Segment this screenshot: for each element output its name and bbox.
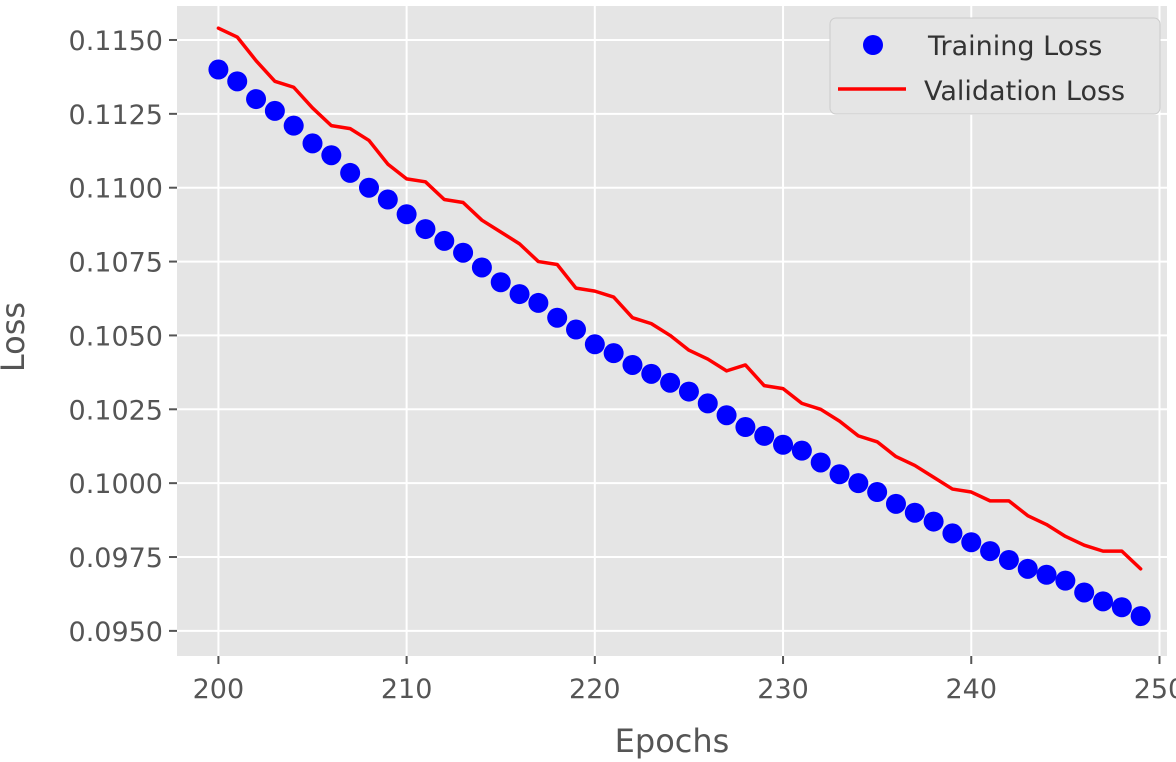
training-loss-point <box>528 292 549 313</box>
training-loss-point <box>697 393 718 414</box>
training-loss-point <box>942 523 963 544</box>
y-tick-label: 0.1125 <box>69 100 163 131</box>
y-tick-label: 0.1050 <box>69 321 163 352</box>
training-loss-point <box>1036 564 1057 585</box>
training-loss-point <box>998 549 1019 570</box>
training-loss-point <box>227 71 248 92</box>
y-tick-label: 0.0950 <box>69 617 163 648</box>
y-tick-label: 0.0975 <box>69 543 163 574</box>
training-loss-point <box>773 434 794 455</box>
legend-training-marker <box>863 35 883 55</box>
training-loss-point <box>566 319 587 340</box>
legend-validation-label: Validation Loss <box>924 76 1125 107</box>
training-loss-point <box>1055 570 1076 591</box>
training-loss-point <box>264 100 285 121</box>
training-loss-point <box>848 473 869 494</box>
training-loss-point <box>603 343 624 364</box>
training-loss-point <box>1111 597 1132 618</box>
x-tick-label: 220 <box>569 674 621 705</box>
training-loss-point <box>678 381 699 402</box>
training-loss-point <box>340 162 361 183</box>
training-loss-point <box>923 511 944 532</box>
x-tick-label: 250 <box>1134 674 1176 705</box>
training-loss-point <box>810 452 831 473</box>
legend-training-label: Training Loss <box>927 31 1102 62</box>
legend-box <box>829 17 1161 115</box>
training-loss-point <box>885 493 906 514</box>
training-loss-point <box>622 354 643 375</box>
training-loss-point <box>754 425 775 446</box>
training-loss-point <box>584 334 605 355</box>
training-loss-point <box>735 417 756 438</box>
y-axis-label: Loss <box>0 302 32 372</box>
training-loss-point <box>641 363 662 384</box>
training-loss-point <box>660 372 681 393</box>
training-loss-point <box>321 145 342 166</box>
training-loss-point <box>904 502 925 523</box>
training-loss-point <box>1130 606 1151 627</box>
training-loss-point <box>1017 558 1038 579</box>
training-loss-point <box>377 189 398 210</box>
training-loss-point <box>961 532 982 553</box>
x-axis-label: Epochs <box>615 722 730 760</box>
training-loss-point <box>1093 591 1114 612</box>
training-loss-point <box>547 307 568 328</box>
x-tick-label: 200 <box>193 674 245 705</box>
training-loss-point <box>829 464 850 485</box>
training-loss-point <box>980 541 1001 562</box>
training-loss-point <box>434 230 455 251</box>
y-tick-label: 0.1150 <box>69 26 163 57</box>
grid-lines <box>177 6 1167 656</box>
validation-loss-line <box>216 26 1143 571</box>
training-loss-point <box>208 59 229 80</box>
training-loss-point <box>791 440 812 461</box>
x-tick-label: 240 <box>945 674 997 705</box>
training-loss-point <box>716 405 737 426</box>
y-tick-label: 0.1075 <box>69 248 163 279</box>
training-loss-point <box>509 284 530 305</box>
y-tick-label: 0.1100 <box>69 174 163 205</box>
training-loss-point <box>867 482 888 503</box>
x-tick-label: 230 <box>757 674 809 705</box>
training-loss-point <box>490 272 511 293</box>
y-axis-ticks: 0.0950 0.0975 0.1000 0.1025 0.1050 0.1075 0.11… <box>69 26 177 648</box>
training-loss-point <box>358 177 379 198</box>
training-loss-point <box>471 257 492 278</box>
training-loss-point <box>246 89 267 110</box>
y-tick-label: 0.1000 <box>69 469 163 500</box>
training-loss-point <box>302 133 323 154</box>
training-loss-point <box>396 204 417 225</box>
y-tick-label: 0.1025 <box>69 395 163 426</box>
series-layer <box>208 26 1151 627</box>
training-loss-point <box>415 219 436 240</box>
x-axis-ticks: 200 210 220 230 240 250 <box>193 656 1176 705</box>
training-loss-point <box>283 115 304 136</box>
training-loss-point <box>453 242 474 263</box>
training-loss-point <box>1074 582 1095 603</box>
legend: Training Loss Validation Loss <box>829 17 1161 115</box>
x-tick-label: 210 <box>381 674 433 705</box>
